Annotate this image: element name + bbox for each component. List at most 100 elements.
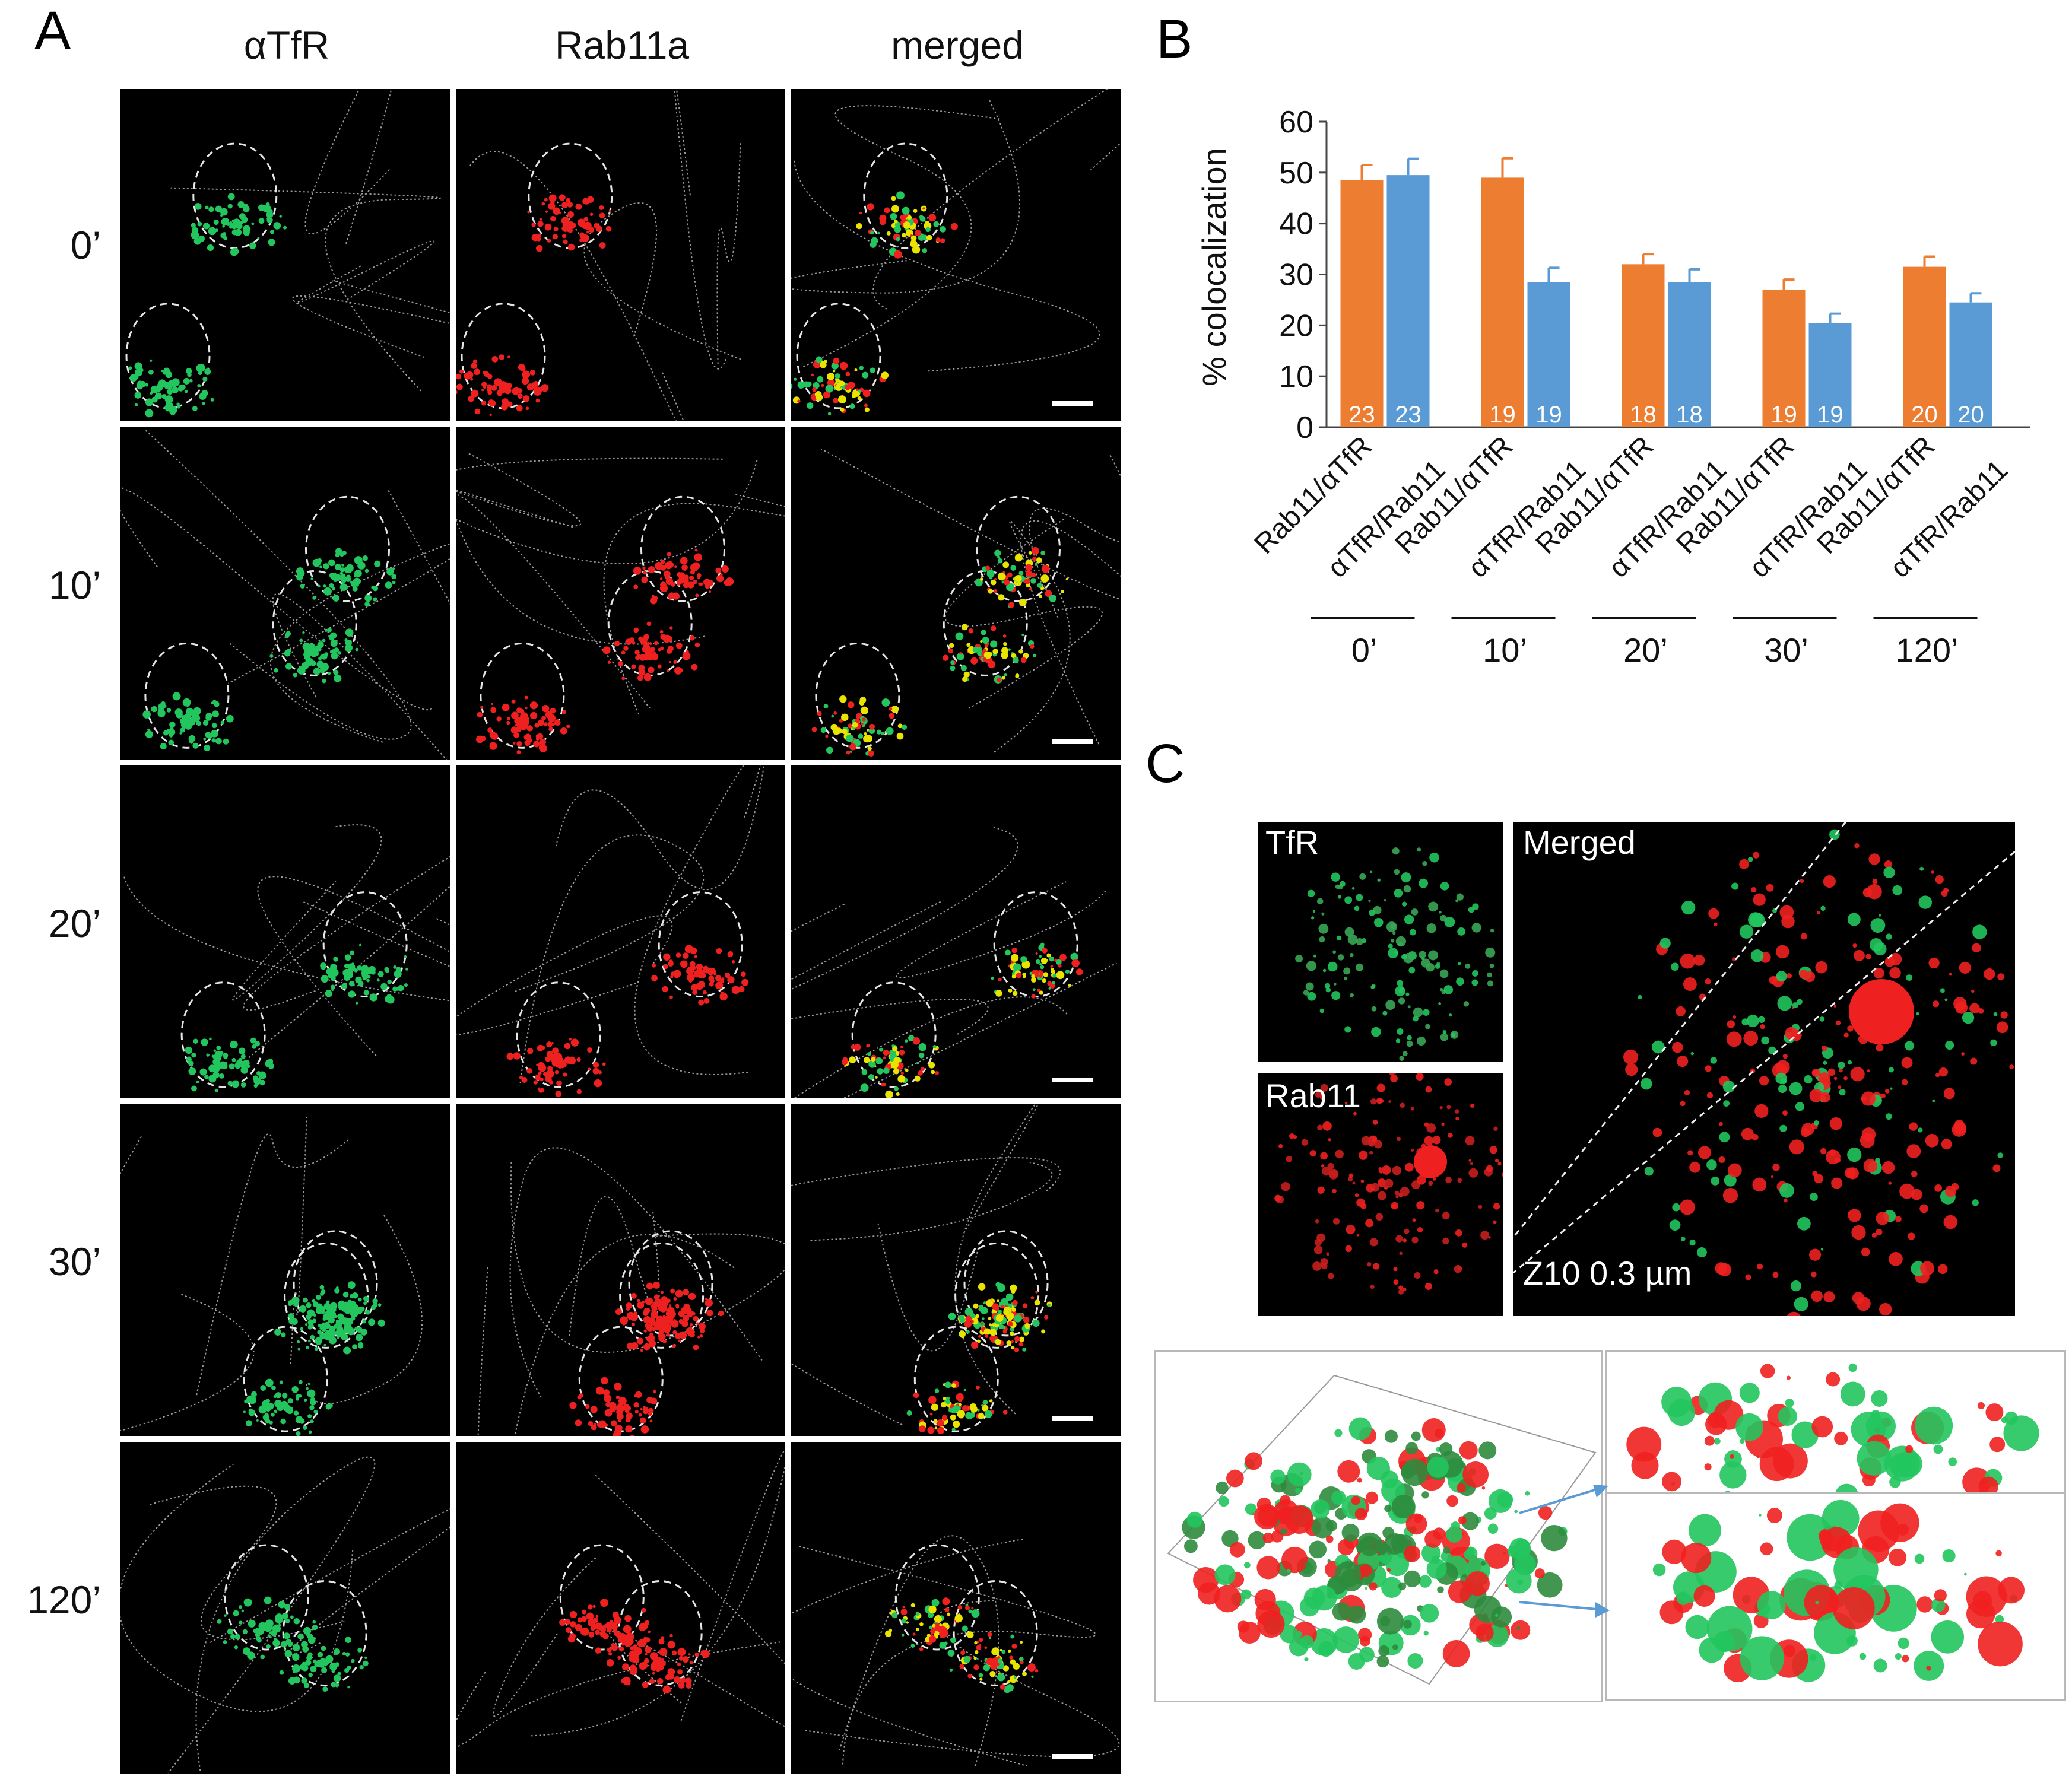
punctum (1843, 1032, 1849, 1038)
punctum (1403, 1288, 1407, 1292)
merged-punctum (974, 1641, 978, 1645)
green-punctum (211, 701, 214, 705)
cell-outline (716, 143, 741, 365)
punctum (1413, 1514, 1423, 1523)
merged-punctum (910, 240, 918, 248)
zoom-guide-line (1513, 822, 1847, 1238)
merged-punctum (854, 368, 858, 372)
punctum (1820, 1148, 1827, 1155)
red-punctum (642, 1681, 649, 1688)
red-punctum (570, 1038, 579, 1047)
red-punctum (554, 719, 561, 726)
punctum (1421, 1418, 1446, 1442)
punctum (1829, 1149, 1836, 1156)
punctum (1414, 1272, 1421, 1279)
merged-punctum (957, 1605, 963, 1610)
red-punctum (655, 1300, 659, 1304)
green-punctum (220, 1051, 224, 1055)
red-punctum (731, 986, 740, 994)
merged-punctum (870, 367, 875, 373)
merged-punctum (1048, 987, 1051, 990)
merged-punctum (823, 360, 827, 364)
merged-punctum (1068, 984, 1071, 987)
cell-outline (583, 202, 741, 360)
merged-punctum (1003, 579, 1010, 586)
merged-punctum (1011, 954, 1019, 962)
cell-outline (304, 89, 392, 245)
merged-punctum (862, 717, 866, 722)
green-punctum (331, 649, 336, 654)
nucleus-outline (322, 891, 408, 998)
punctum (1439, 969, 1449, 978)
merged-punctum (840, 713, 849, 722)
merged-punctum (1010, 1284, 1017, 1292)
punctum (1407, 1005, 1411, 1009)
red-punctum (682, 652, 691, 660)
merged-punctum (1015, 673, 1020, 678)
red-punctum (615, 1395, 620, 1400)
punctum (1367, 1262, 1372, 1267)
punctum (1455, 1116, 1459, 1121)
cell-outline (810, 1162, 1053, 1241)
punctum (1843, 1076, 1848, 1081)
merged-punctum (890, 212, 897, 220)
merged-punctum (1024, 1323, 1030, 1329)
punctum (1679, 1199, 1695, 1215)
merged-punctum (937, 1426, 945, 1435)
merged-punctum (987, 1632, 992, 1637)
merged-punctum (861, 1069, 868, 1075)
punctum (1379, 1170, 1383, 1174)
red-punctum (563, 239, 568, 244)
punctum (1404, 914, 1414, 924)
green-punctum (267, 1634, 271, 1638)
red-punctum (637, 654, 641, 658)
punctum (1360, 1540, 1370, 1549)
red-punctum (516, 405, 523, 412)
green-punctum (321, 1645, 326, 1651)
merged-punctum (1039, 594, 1043, 598)
merged-punctum (839, 695, 847, 703)
punctum (1281, 1546, 1308, 1574)
merged-punctum (995, 1307, 999, 1311)
merged-punctum (1023, 1317, 1030, 1323)
red-punctum (716, 575, 724, 583)
punctum (1457, 1483, 1466, 1493)
merged-punctum (1035, 1669, 1039, 1673)
red-punctum (651, 974, 658, 981)
red-punctum (552, 1047, 559, 1054)
merged-punctum (830, 723, 838, 731)
merged-punctum (980, 640, 983, 643)
cell-outline (292, 280, 450, 358)
red-punctum (683, 1289, 690, 1296)
red-punctum (715, 975, 722, 981)
green-punctum (321, 663, 329, 671)
green-punctum (356, 583, 359, 587)
punctum (1942, 1549, 1956, 1563)
red-punctum (727, 976, 735, 984)
green-punctum (256, 1071, 261, 1076)
green-punctum (183, 377, 190, 385)
green-punctum (350, 580, 354, 584)
red-punctum (660, 1291, 664, 1294)
merged-punctum (868, 723, 875, 730)
green-punctum (342, 551, 347, 555)
punctum (1659, 938, 1671, 949)
punctum (1401, 954, 1407, 960)
green-punctum (305, 647, 310, 652)
red-punctum (687, 973, 695, 981)
merged-punctum (991, 1648, 999, 1655)
nucleus-outline (658, 891, 743, 998)
green-punctum (243, 1598, 252, 1607)
green-punctum (279, 1670, 284, 1675)
panel-b-letter: B (1156, 9, 1193, 69)
punctum (1337, 895, 1342, 899)
red-punctum (559, 194, 566, 201)
punctum (1413, 1007, 1423, 1018)
green-punctum (325, 1404, 332, 1410)
merged-punctum (1006, 583, 1014, 592)
red-punctum (575, 1419, 582, 1426)
punctum (1790, 1280, 1801, 1292)
green-punctum (299, 638, 303, 643)
panel-a-letter: A (34, 1, 71, 61)
merged-punctum (928, 1062, 935, 1069)
